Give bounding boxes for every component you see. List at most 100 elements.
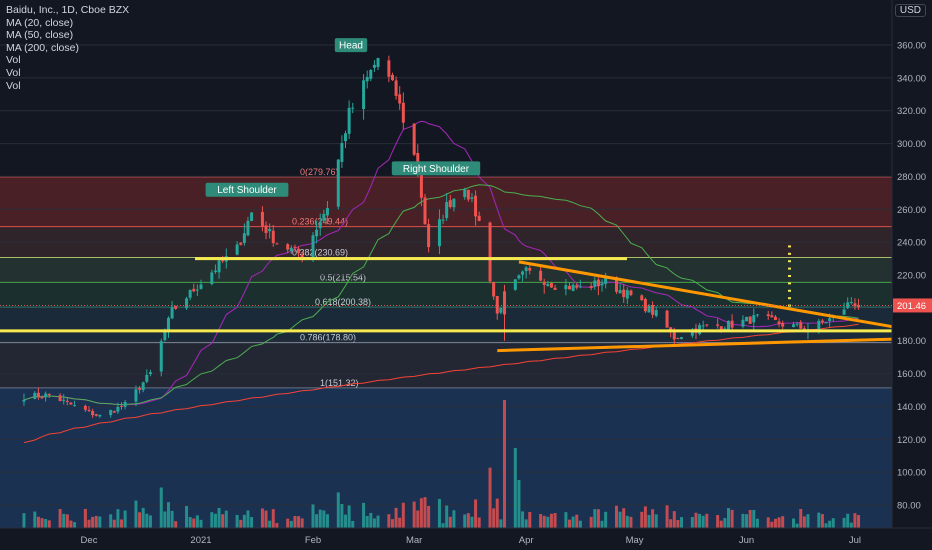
legend-ma50[interactable]: MA (50, close) [6, 29, 74, 42]
volume-bar [517, 480, 521, 528]
candle [427, 224, 431, 248]
legend-vol-2[interactable]: Vol [6, 66, 21, 79]
volume-bar [672, 511, 676, 528]
volume-bar [690, 516, 694, 528]
candle [723, 328, 727, 330]
candle [325, 208, 329, 216]
candle [528, 268, 532, 271]
legend-ma20[interactable]: MA (20, close) [6, 16, 74, 29]
candle [820, 320, 824, 323]
volume-bar [120, 519, 124, 528]
candle [112, 411, 116, 413]
candle [83, 405, 87, 410]
trendline-ascending-support[interactable] [497, 337, 895, 353]
candle [372, 64, 376, 68]
volume-bar [427, 505, 431, 528]
candle [369, 69, 373, 79]
candle [817, 320, 821, 332]
candle [521, 271, 525, 275]
drawings: Head Left Shoulder Right Shoulder [0, 38, 917, 353]
volume-bar [474, 499, 478, 528]
volume-bar [69, 520, 73, 528]
candle [726, 320, 730, 330]
candle [390, 74, 394, 81]
volume-bar [846, 513, 850, 528]
volume-bar [730, 509, 734, 528]
legend-vol-3[interactable]: Vol [6, 79, 21, 92]
volume-bar [618, 511, 622, 528]
callout-left-shoulder[interactable]: Left Shoulder [205, 182, 289, 197]
volume-bar [564, 512, 568, 528]
fib-bands: 0(279.76)0.236(249.44)0.382(230.69)0.5(2… [0, 167, 892, 528]
candle [629, 290, 633, 296]
candle [65, 400, 69, 402]
trendline-descending-resistance[interactable] [518, 260, 917, 333]
volume-bar [286, 518, 290, 528]
candle [362, 80, 366, 110]
volume-bar [694, 512, 698, 528]
candle [466, 189, 470, 200]
candle [188, 289, 192, 298]
volume-bar [669, 519, 673, 528]
candle [672, 332, 676, 340]
time-tick-label: Dec [81, 535, 98, 546]
candle [210, 272, 214, 285]
grid-lines [0, 44, 892, 506]
volume-bar [174, 521, 178, 528]
candle [445, 202, 449, 219]
candle [163, 331, 167, 340]
candle [419, 170, 423, 198]
candle [318, 221, 322, 229]
candle [36, 392, 40, 398]
legend-vol-1[interactable]: Vol [6, 54, 21, 67]
volume-bar [199, 519, 203, 528]
candle [571, 284, 575, 291]
callout-head[interactable]: Head [334, 38, 368, 53]
callout-box [334, 38, 368, 53]
volume-bar [546, 516, 550, 528]
callout-right-shoulder[interactable]: Right Shoulder [391, 161, 481, 176]
candle [640, 295, 644, 301]
volume-bar [94, 515, 98, 528]
currency-button[interactable]: USD [894, 4, 926, 17]
candle [441, 219, 445, 221]
volume-bar [260, 508, 264, 528]
candle [492, 282, 496, 297]
candle [401, 102, 405, 123]
ma200-line [23, 323, 859, 444]
candle [748, 316, 752, 324]
candle [589, 286, 593, 288]
candle [120, 405, 124, 407]
callout-label: Left Shoulder [217, 185, 277, 196]
candle [322, 213, 326, 221]
volume-bar [640, 511, 644, 528]
candle [781, 322, 785, 327]
volume-bar [466, 513, 470, 528]
candle [98, 414, 102, 417]
price-tick-label: 120.00 [897, 435, 926, 446]
volume-bar [268, 520, 272, 528]
volume-bar [766, 517, 770, 528]
volume-bar [188, 517, 192, 528]
volume-bar [322, 510, 326, 528]
volume-bar [221, 514, 225, 528]
volume-bar [138, 512, 142, 528]
candle [170, 307, 174, 319]
candle [69, 402, 73, 405]
volume-bar [499, 519, 503, 528]
price-tick-label: 300.00 [897, 139, 926, 150]
volume-bar [47, 520, 51, 528]
candle [297, 248, 301, 254]
candle [651, 304, 655, 315]
volume-bar [351, 520, 355, 528]
volume-bar [22, 513, 26, 528]
legend-ma200[interactable]: MA (200, close) [6, 41, 79, 54]
volume-bar [643, 506, 647, 528]
volume-bar [857, 515, 861, 528]
volume-bar [806, 514, 810, 528]
volume-bar [622, 508, 626, 528]
volume-bar [513, 448, 517, 528]
candle [777, 321, 781, 325]
